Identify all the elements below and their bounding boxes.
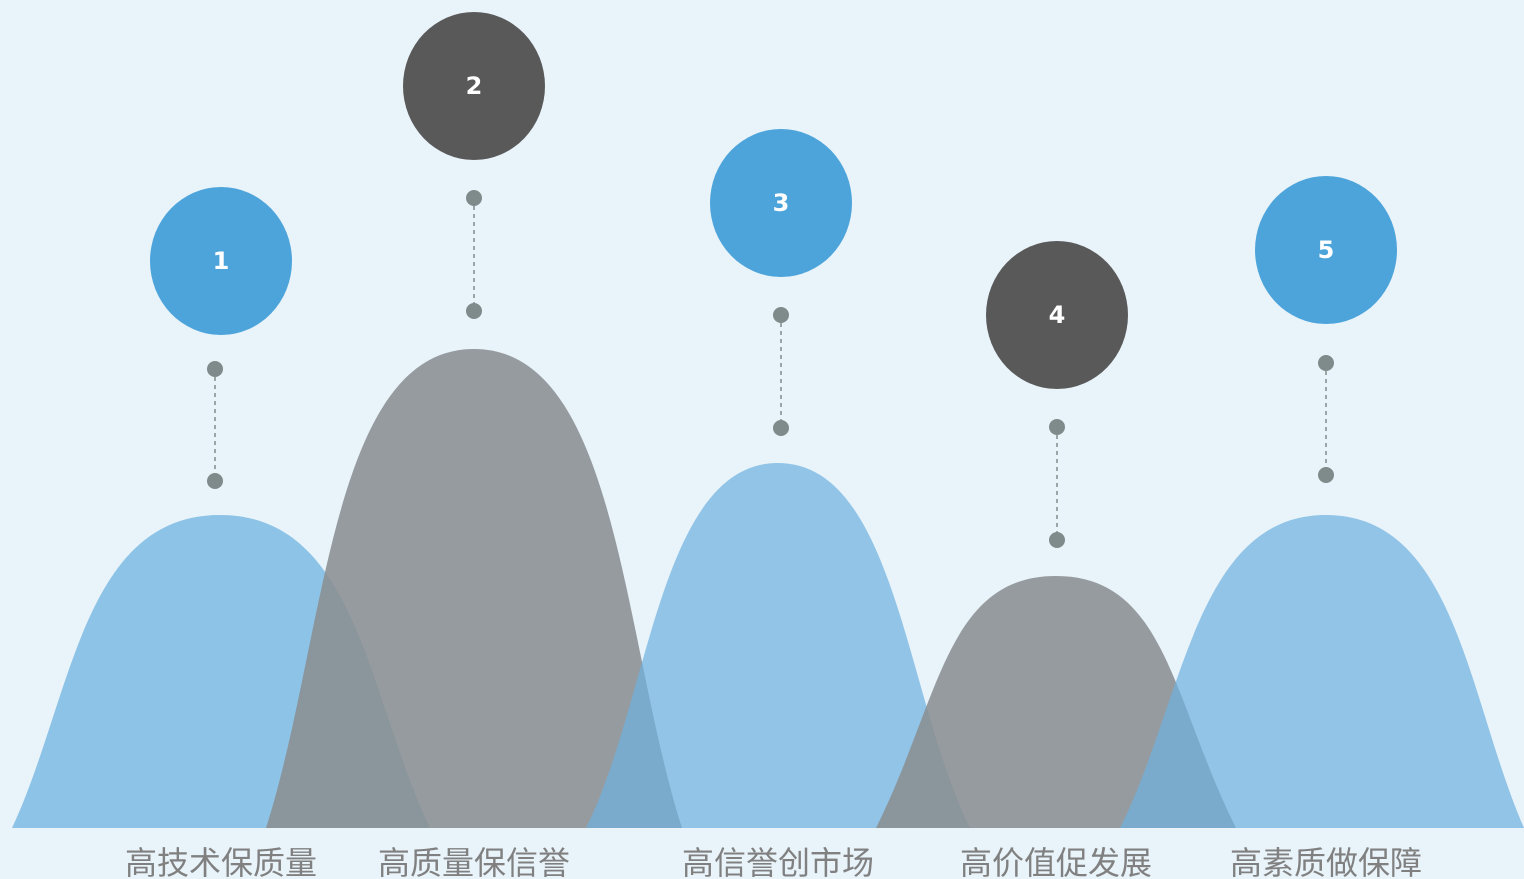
connector-dot-bottom [207,473,223,489]
number-badge-1: 1 [150,187,292,335]
number-badge-text: 1 [213,247,230,275]
number-badge-3: 3 [710,129,852,277]
mound-5 [1120,515,1524,828]
number-badge-text: 2 [466,72,483,100]
connector-dot-top [207,361,223,377]
connector-dot-bottom [1318,467,1334,483]
connector-dot-bottom [466,303,482,319]
number-badge-4: 4 [986,241,1128,389]
item-label-4: 高价值促发展 [960,844,1152,879]
numbers-layer: 1 2 3 4 5 [150,12,1397,389]
number-badge-text: 4 [1049,301,1066,329]
item-label-3: 高信誉创市场 [682,844,874,879]
connector-1 [207,361,223,489]
connector-dot-top [466,190,482,206]
labels-layer: 高技术保质量 高质量保信誉 高信誉创市场 高价值促发展 高素质做保障 [125,844,1422,879]
item-label-1: 高技术保质量 [125,844,317,879]
connector-dot-top [1049,419,1065,435]
number-badge-text: 5 [1318,236,1335,264]
connector-5 [1318,355,1334,483]
connector-dot-top [773,307,789,323]
mound-2 [266,349,682,828]
item-label-2: 高质量保信誉 [378,844,570,879]
mound-4 [876,576,1236,828]
number-badge-2: 2 [403,12,545,160]
number-badge-5: 5 [1255,176,1397,324]
connector-dot-bottom [773,420,789,436]
connector-2 [466,190,482,319]
connector-3 [773,307,789,436]
connector-4 [1049,419,1065,548]
mound-3 [586,463,970,828]
number-badge-text: 3 [773,189,790,217]
connector-dot-top [1318,355,1334,371]
connector-dot-bottom [1049,532,1065,548]
item-label-5: 高素质做保障 [1230,844,1422,879]
connectors-layer [207,190,1334,548]
mounds-layer [12,349,1524,828]
